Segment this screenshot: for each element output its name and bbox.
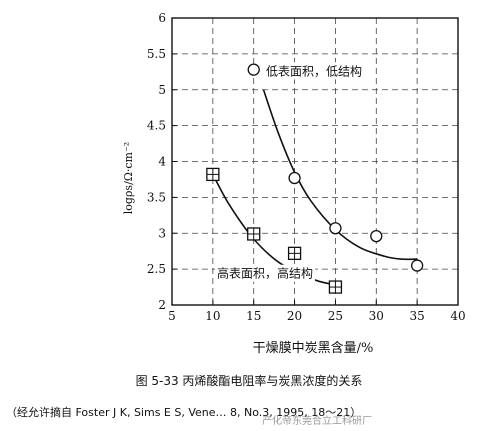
x-tick-label: 10 [205, 309, 220, 323]
data-point-square [287, 246, 302, 260]
y-tick-label: 2 [158, 298, 166, 312]
fit-curves [212, 89, 418, 286]
x-tick-label: 40 [450, 309, 465, 323]
y-axis-label: logρs/Ω·cm⁻² [122, 142, 135, 214]
data-point-square [247, 227, 261, 241]
y-tick-label: 5 [158, 83, 166, 97]
y-tick-label: 4 [158, 155, 166, 169]
annotation-1: 低表面积，低结构 [266, 63, 362, 78]
data-point-square [328, 280, 343, 294]
axes [171, 17, 459, 306]
data-point-circle [370, 229, 383, 243]
y-tick-label: 2.5 [147, 262, 166, 276]
x-tick-label: 20 [287, 309, 302, 323]
chart: 5 10 15 20 25 30 35 40 2 2.5 3 3.5 4 4.5 5 5.5 6 低表面积，低结… [122, 11, 466, 356]
figure-source: （经允许摘自 Foster J K, Sims E S, Vene… 8, No… [6, 406, 362, 419]
data-point-circle [247, 63, 260, 76]
data-point-circle [329, 222, 342, 235]
x-tick-label: 25 [328, 309, 343, 323]
y-tick-label: 3 [158, 226, 166, 240]
y-tick-label: 6 [158, 11, 166, 25]
series-curve-0 [262, 89, 418, 261]
annotation-background [214, 264, 315, 282]
annotation-background [263, 62, 364, 80]
series-curve-1 [212, 174, 336, 286]
y-tick-label: 4.5 [147, 119, 166, 133]
x-tick-label: 30 [369, 309, 384, 323]
tick-labels: 5 10 15 20 25 30 35 40 2 2.5 3 3.5 4 4.5 5 5.5 6 [147, 11, 466, 323]
x-tick-label: 35 [410, 309, 425, 323]
figure-caption: 图 5-33 丙烯酸酯电阻率与炭黑浓度的关系 [135, 374, 363, 388]
y-tick-label: 3.5 [147, 190, 166, 204]
data-points [206, 63, 424, 294]
x-tick-label: 5 [168, 309, 176, 323]
x-tick-label: 15 [246, 309, 261, 323]
data-point-circle [410, 259, 424, 272]
x-axis-label: 干燥膜中炭黑含量/% [253, 340, 374, 356]
watermark: 产化帝东莞合立工科研厂 [262, 416, 372, 427]
y-tick-label: 5.5 [147, 47, 166, 61]
data-point-circle [288, 171, 301, 185]
data-point-square [206, 167, 220, 182]
grid-lines [172, 18, 458, 305]
annotation-2: 高表面积，高结构 [217, 266, 313, 281]
